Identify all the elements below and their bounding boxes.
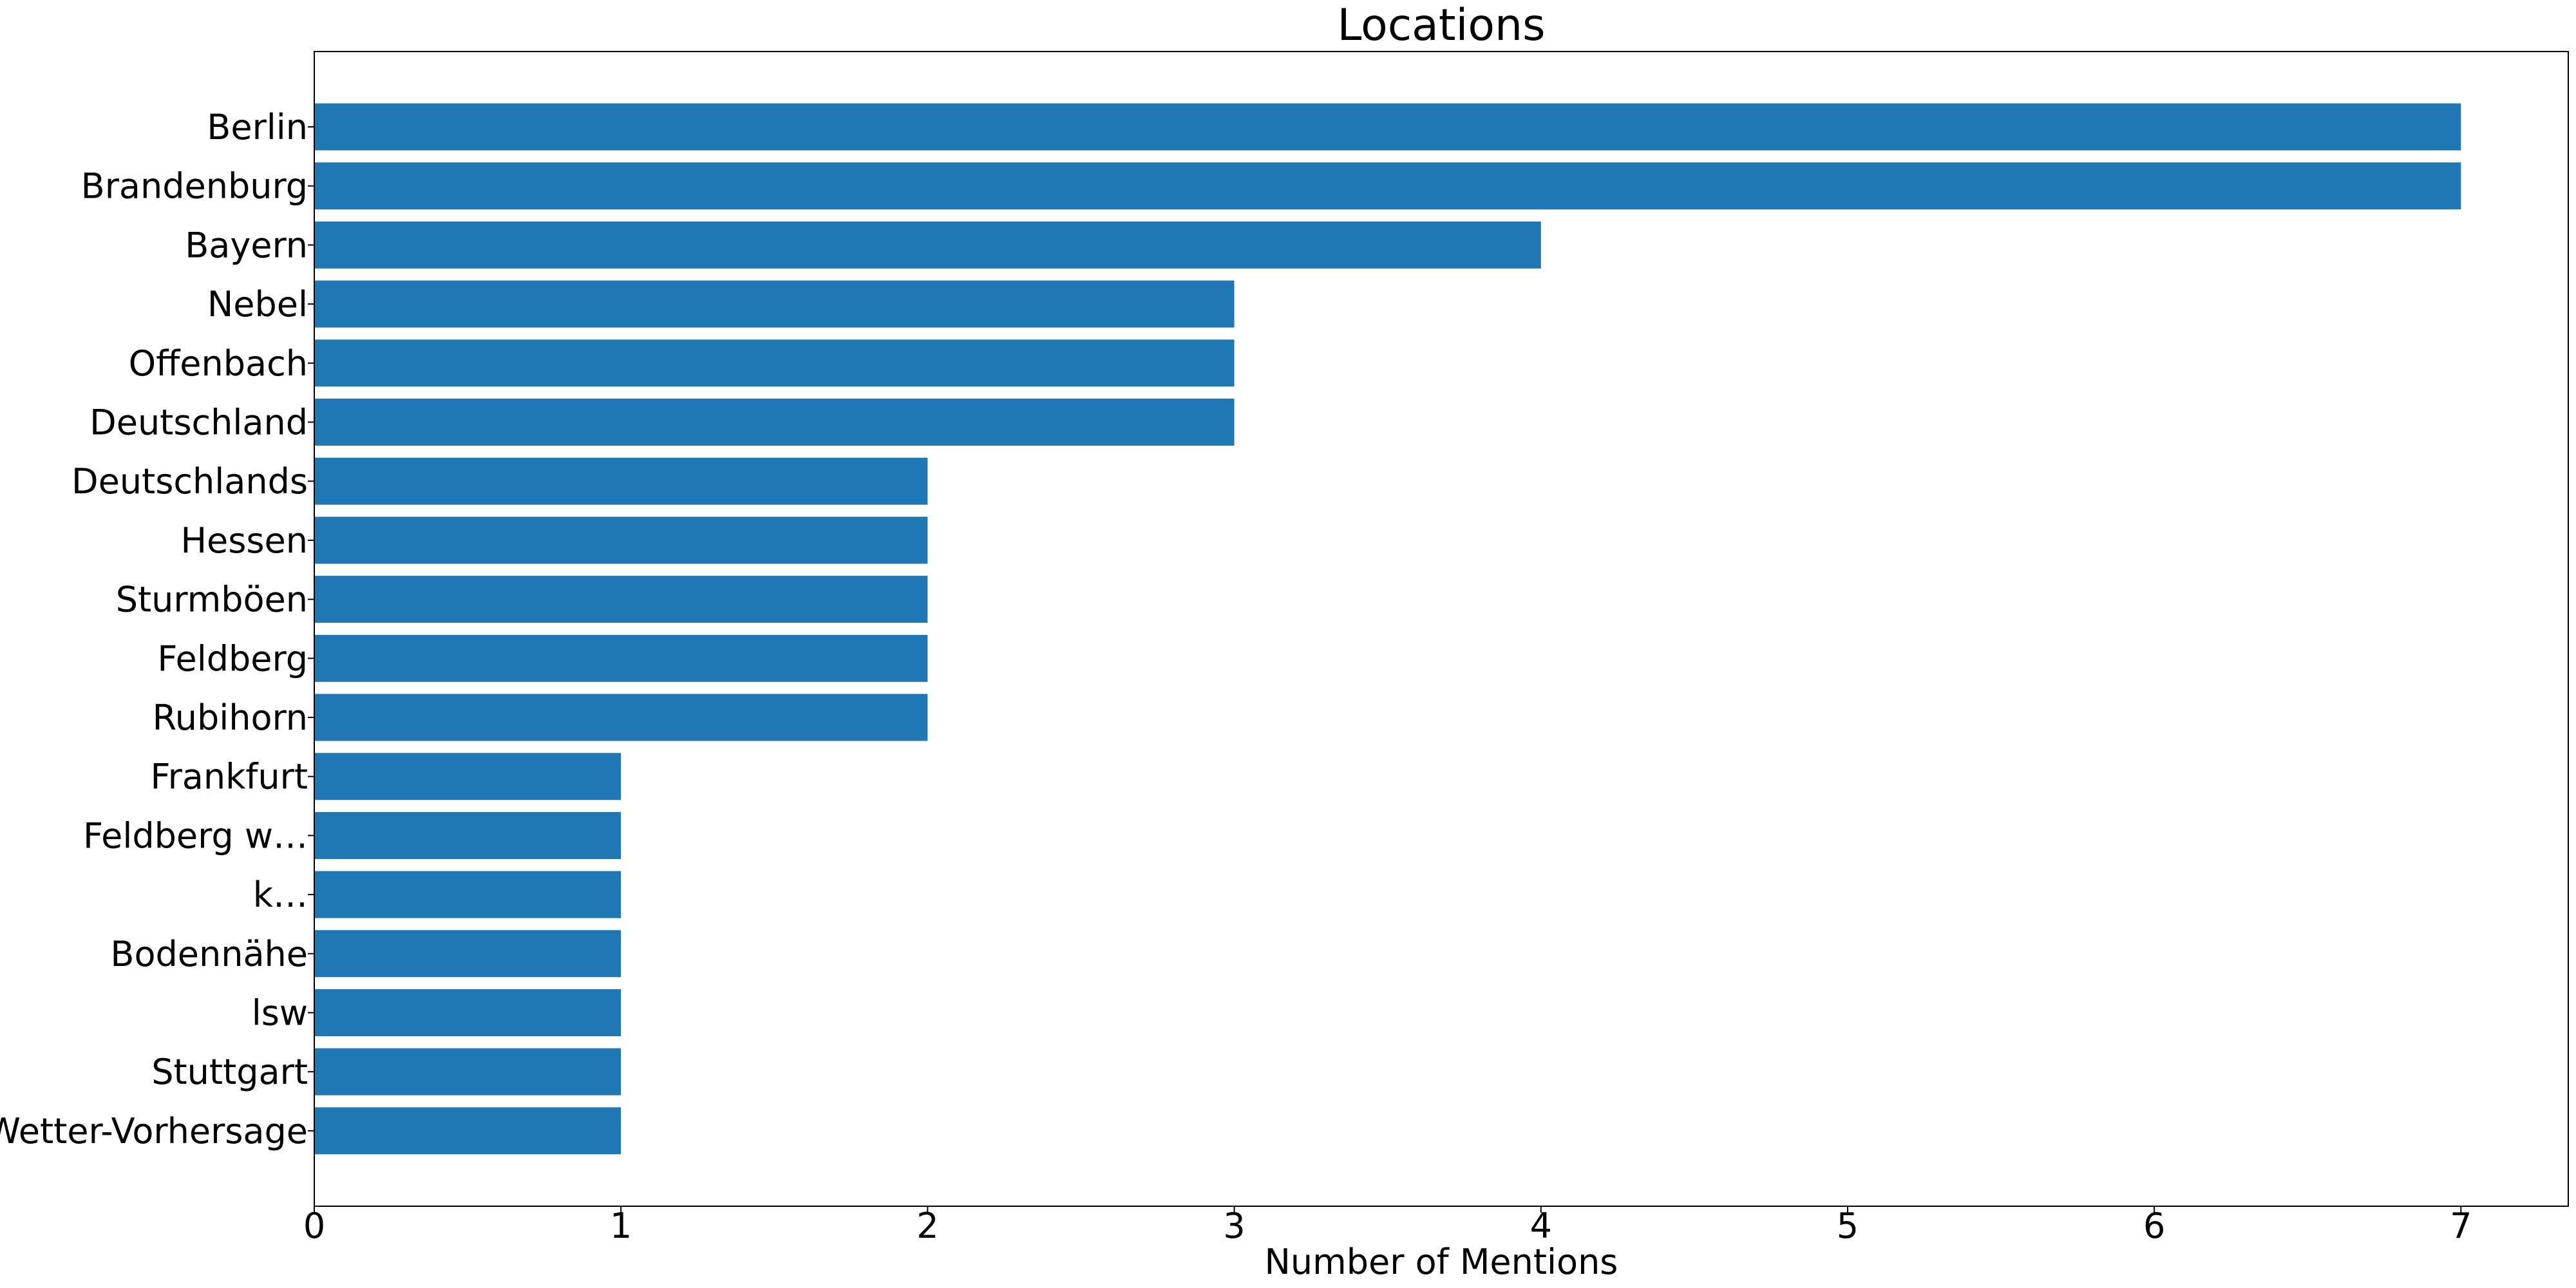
bar: [314, 811, 621, 859]
x-tick-label: 1: [610, 1206, 632, 1246]
plot-frame: [314, 51, 2569, 1207]
x-axis-label: Number of Mentions: [1265, 1242, 1618, 1282]
y-tick-label: Sturmböen: [116, 580, 308, 620]
y-tick-label: Deutschland: [90, 402, 308, 443]
y-tick-label: k…: [253, 875, 308, 915]
y-tick-label: Offenbach: [129, 343, 308, 384]
y-tick-label: Berlin: [207, 107, 308, 147]
y-tick-label: Frankfurt: [150, 757, 308, 797]
x-tick-label: 5: [1837, 1206, 1859, 1246]
bar: [314, 989, 621, 1036]
y-tick-label: Bayern: [185, 225, 308, 265]
x-tick-label: 0: [303, 1206, 325, 1246]
x-ticks: [314, 1206, 2462, 1213]
y-tick-label: lsw: [252, 993, 308, 1034]
y-tick-label: Feldberg w…: [83, 815, 308, 856]
bar: [314, 753, 621, 800]
bar: [314, 103, 2461, 151]
bar: [314, 516, 928, 564]
y-tick-label: Hessen: [180, 520, 308, 561]
y-tick-label: Nebel: [207, 284, 308, 325]
bar: [314, 162, 2461, 210]
bar: [314, 1048, 621, 1095]
x-tick-label: 4: [1530, 1206, 1552, 1246]
y-ticks: [308, 126, 314, 1132]
x-tick-label: 3: [1223, 1206, 1245, 1246]
y-tick-label: Bodennähe: [110, 934, 308, 974]
y-tick-label: Feldberg: [157, 638, 308, 679]
bar: [314, 399, 1235, 446]
bar: [314, 457, 928, 505]
bar: [314, 221, 1541, 269]
bar: [314, 280, 1235, 328]
bar: [314, 576, 928, 623]
bar: [314, 694, 928, 741]
bars-group: [314, 103, 2461, 1155]
bar: [314, 871, 621, 918]
y-tick-label: Rubihorn: [153, 697, 308, 738]
chart-title: Locations: [1337, 0, 1545, 51]
y-tick-label: Brandenburg: [81, 166, 308, 207]
y-tick-label: Wetter-Vorhersage: [0, 1111, 308, 1151]
x-tick-labels: 0 1 2 3 4 5 6 7: [303, 1206, 2472, 1246]
bar: [314, 930, 621, 978]
bar: [314, 339, 1235, 387]
bar: [314, 634, 928, 682]
x-tick-label: 2: [916, 1206, 938, 1246]
y-tick-labels: Berlin Brandenburg Bayern Nebel Offenbach Deu…: [0, 107, 308, 1151]
x-tick-label: 6: [2143, 1206, 2165, 1246]
x-tick-label: 7: [2450, 1206, 2472, 1246]
y-tick-label: Deutschlands: [71, 461, 308, 502]
bar: [314, 1107, 621, 1155]
y-tick-label: Stuttgart: [151, 1052, 308, 1092]
